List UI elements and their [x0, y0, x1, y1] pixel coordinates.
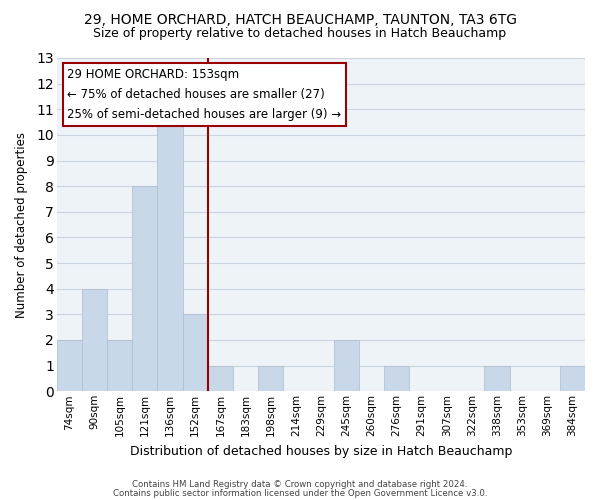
Text: 29 HOME ORCHARD: 153sqm
← 75% of detached houses are smaller (27)
25% of semi-de: 29 HOME ORCHARD: 153sqm ← 75% of detache… [67, 68, 341, 121]
Bar [133, 186, 157, 392]
Bar [258, 366, 283, 392]
Bar [208, 366, 233, 392]
Y-axis label: Number of detached properties: Number of detached properties [15, 132, 28, 318]
Bar [484, 366, 509, 392]
Bar [384, 366, 409, 392]
Bar [157, 110, 182, 392]
Text: Size of property relative to detached houses in Hatch Beauchamp: Size of property relative to detached ho… [94, 28, 506, 40]
Bar [182, 314, 208, 392]
Bar [82, 288, 107, 392]
Text: Contains HM Land Registry data © Crown copyright and database right 2024.: Contains HM Land Registry data © Crown c… [132, 480, 468, 489]
Bar [57, 340, 82, 392]
Bar [334, 340, 359, 392]
Text: 29, HOME ORCHARD, HATCH BEAUCHAMP, TAUNTON, TA3 6TG: 29, HOME ORCHARD, HATCH BEAUCHAMP, TAUNT… [83, 12, 517, 26]
X-axis label: Distribution of detached houses by size in Hatch Beauchamp: Distribution of detached houses by size … [130, 444, 512, 458]
Bar [560, 366, 585, 392]
Text: Contains public sector information licensed under the Open Government Licence v3: Contains public sector information licen… [113, 488, 487, 498]
Bar [107, 340, 133, 392]
